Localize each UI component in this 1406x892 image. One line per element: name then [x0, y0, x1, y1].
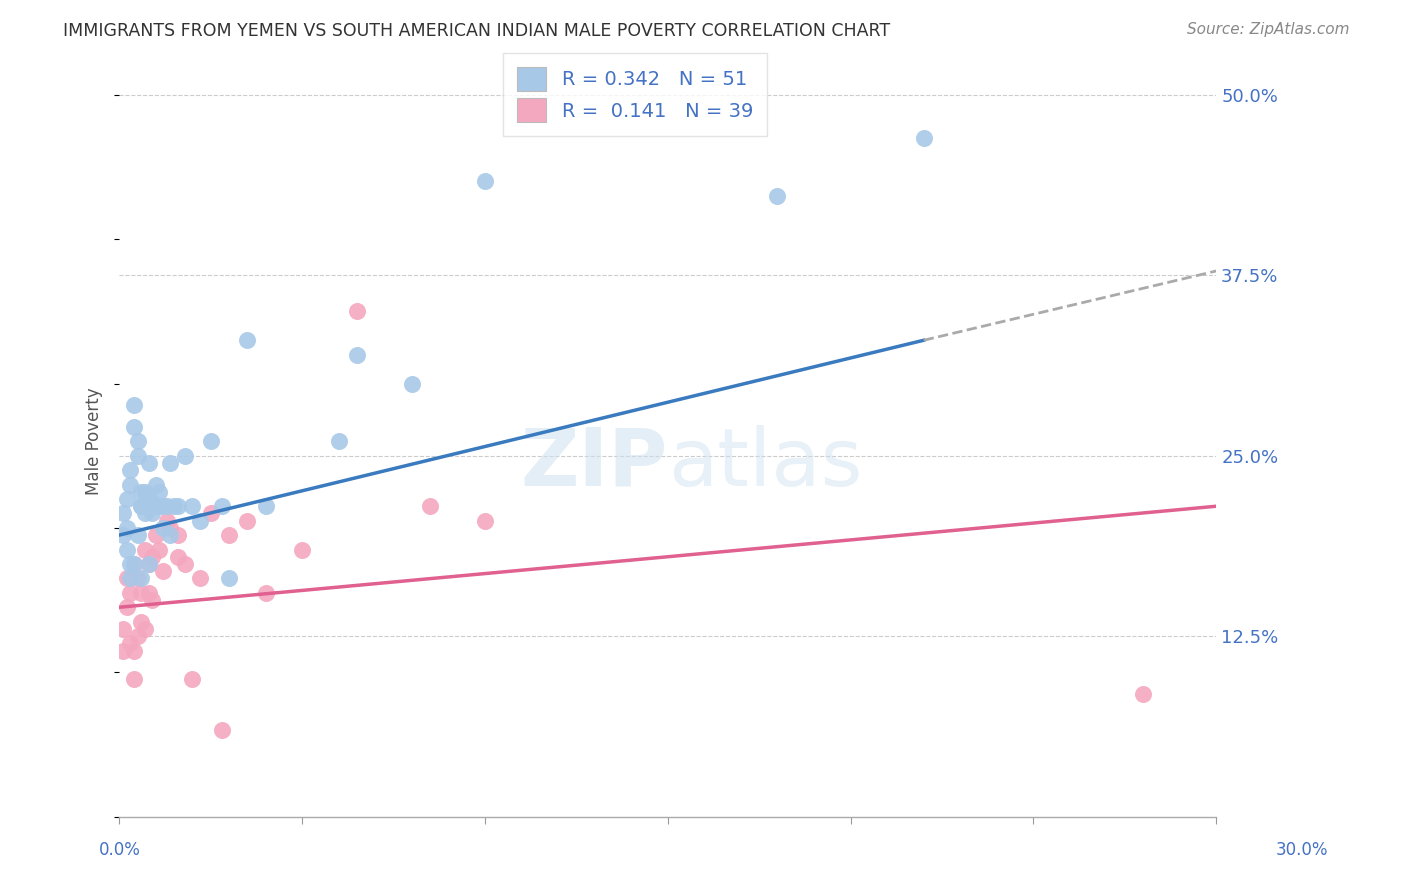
- Point: [122, 557, 145, 571]
- Point: [401, 376, 423, 391]
- Point: [111, 507, 134, 521]
- Point: [346, 348, 368, 362]
- Point: [912, 131, 935, 145]
- Point: [120, 586, 142, 600]
- Point: [159, 521, 181, 535]
- Point: [148, 484, 170, 499]
- Point: [236, 333, 259, 347]
- Point: [115, 542, 138, 557]
- Point: [200, 434, 222, 449]
- Point: [148, 500, 170, 514]
- Point: [152, 564, 174, 578]
- Point: [346, 304, 368, 318]
- Point: [148, 542, 170, 557]
- Point: [474, 514, 496, 528]
- Point: [115, 491, 138, 506]
- Point: [111, 643, 134, 657]
- Point: [141, 507, 163, 521]
- Point: [141, 500, 163, 514]
- Point: [236, 514, 259, 528]
- Text: 0.0%: 0.0%: [98, 840, 141, 858]
- Text: 30.0%: 30.0%: [1277, 840, 1329, 858]
- Point: [291, 542, 314, 557]
- Legend: R = 0.342   N = 51, R =  0.141   N = 39: R = 0.342 N = 51, R = 0.141 N = 39: [503, 54, 766, 136]
- Point: [122, 420, 145, 434]
- Point: [129, 500, 152, 514]
- Point: [211, 500, 233, 514]
- Point: [174, 449, 197, 463]
- Point: [127, 528, 149, 542]
- Point: [474, 174, 496, 188]
- Point: [129, 615, 152, 629]
- Point: [138, 491, 160, 506]
- Point: [120, 477, 142, 491]
- Point: [122, 643, 145, 657]
- Point: [120, 557, 142, 571]
- Point: [152, 521, 174, 535]
- Point: [134, 507, 156, 521]
- Point: [129, 484, 152, 499]
- Point: [138, 557, 160, 571]
- Point: [141, 593, 163, 607]
- Point: [156, 500, 179, 514]
- Point: [419, 500, 441, 514]
- Point: [328, 434, 350, 449]
- Point: [122, 557, 145, 571]
- Point: [166, 549, 188, 564]
- Point: [120, 463, 142, 477]
- Point: [127, 629, 149, 643]
- Point: [211, 723, 233, 737]
- Text: IMMIGRANTS FROM YEMEN VS SOUTH AMERICAN INDIAN MALE POVERTY CORRELATION CHART: IMMIGRANTS FROM YEMEN VS SOUTH AMERICAN …: [63, 22, 890, 40]
- Text: Source: ZipAtlas.com: Source: ZipAtlas.com: [1187, 22, 1350, 37]
- Point: [166, 528, 188, 542]
- Point: [159, 528, 181, 542]
- Point: [145, 528, 167, 542]
- Point: [218, 571, 240, 585]
- Point: [127, 449, 149, 463]
- Text: atlas: atlas: [668, 425, 862, 503]
- Point: [129, 586, 152, 600]
- Y-axis label: Male Poverty: Male Poverty: [86, 387, 103, 495]
- Point: [254, 500, 277, 514]
- Point: [122, 398, 145, 412]
- Point: [129, 571, 152, 585]
- Point: [138, 586, 160, 600]
- Point: [174, 557, 197, 571]
- Point: [141, 549, 163, 564]
- Point: [188, 514, 211, 528]
- Point: [145, 477, 167, 491]
- Point: [152, 500, 174, 514]
- Text: ZIP: ZIP: [520, 425, 668, 503]
- Point: [163, 500, 186, 514]
- Point: [218, 528, 240, 542]
- Point: [181, 673, 204, 687]
- Point: [181, 500, 204, 514]
- Point: [127, 434, 149, 449]
- Point: [115, 521, 138, 535]
- Point: [134, 484, 156, 499]
- Point: [156, 514, 179, 528]
- Point: [129, 500, 152, 514]
- Point: [122, 673, 145, 687]
- Point: [115, 600, 138, 615]
- Point: [159, 456, 181, 470]
- Point: [134, 622, 156, 636]
- Point: [766, 189, 789, 203]
- Point: [145, 500, 167, 514]
- Point: [120, 636, 142, 650]
- Point: [111, 622, 134, 636]
- Point: [254, 586, 277, 600]
- Point: [200, 507, 222, 521]
- Point: [120, 571, 142, 585]
- Point: [166, 500, 188, 514]
- Point: [111, 528, 134, 542]
- Point: [138, 456, 160, 470]
- Point: [134, 542, 156, 557]
- Point: [1132, 687, 1154, 701]
- Point: [115, 571, 138, 585]
- Point: [138, 557, 160, 571]
- Point: [127, 571, 149, 585]
- Point: [188, 571, 211, 585]
